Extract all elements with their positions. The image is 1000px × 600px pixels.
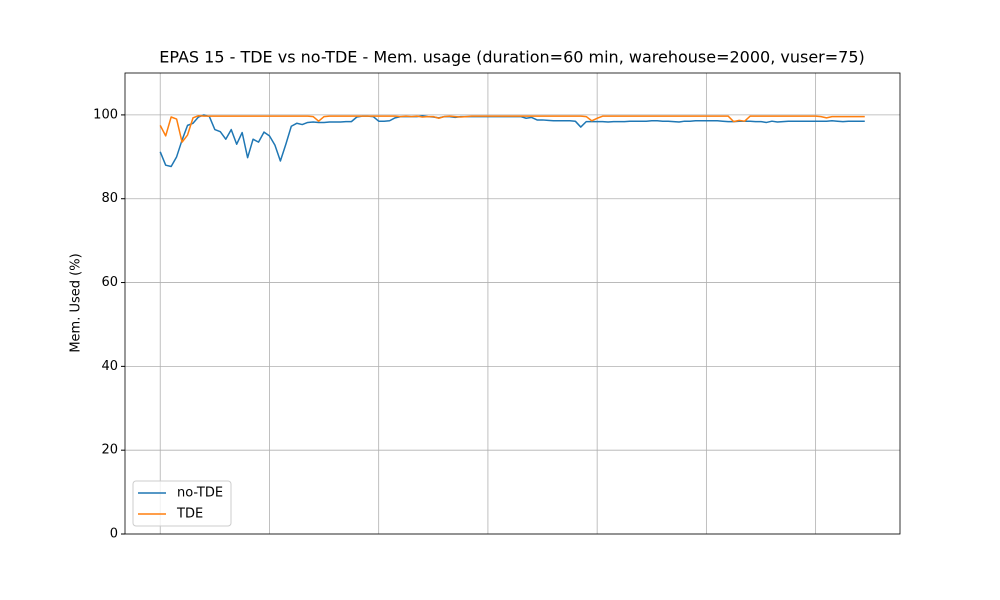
y-tick-label: 40 [101, 359, 118, 374]
y-tick-label: 0 [110, 527, 118, 542]
y-tick-label: 20 [101, 443, 118, 458]
y-tick-label: 80 [101, 191, 118, 206]
y-axis-label: Mem. Used (%) [69, 253, 84, 352]
legend-label: no-TDE [177, 486, 223, 501]
y-tick-label: 60 [101, 275, 118, 290]
plot-frame [124, 72, 901, 535]
y-tick-label: 100 [93, 107, 118, 122]
chart-title: EPAS 15 - TDE vs no-TDE - Mem. usage (du… [159, 48, 865, 67]
line-series [159, 114, 865, 143]
legend-label: TDE [176, 507, 203, 522]
